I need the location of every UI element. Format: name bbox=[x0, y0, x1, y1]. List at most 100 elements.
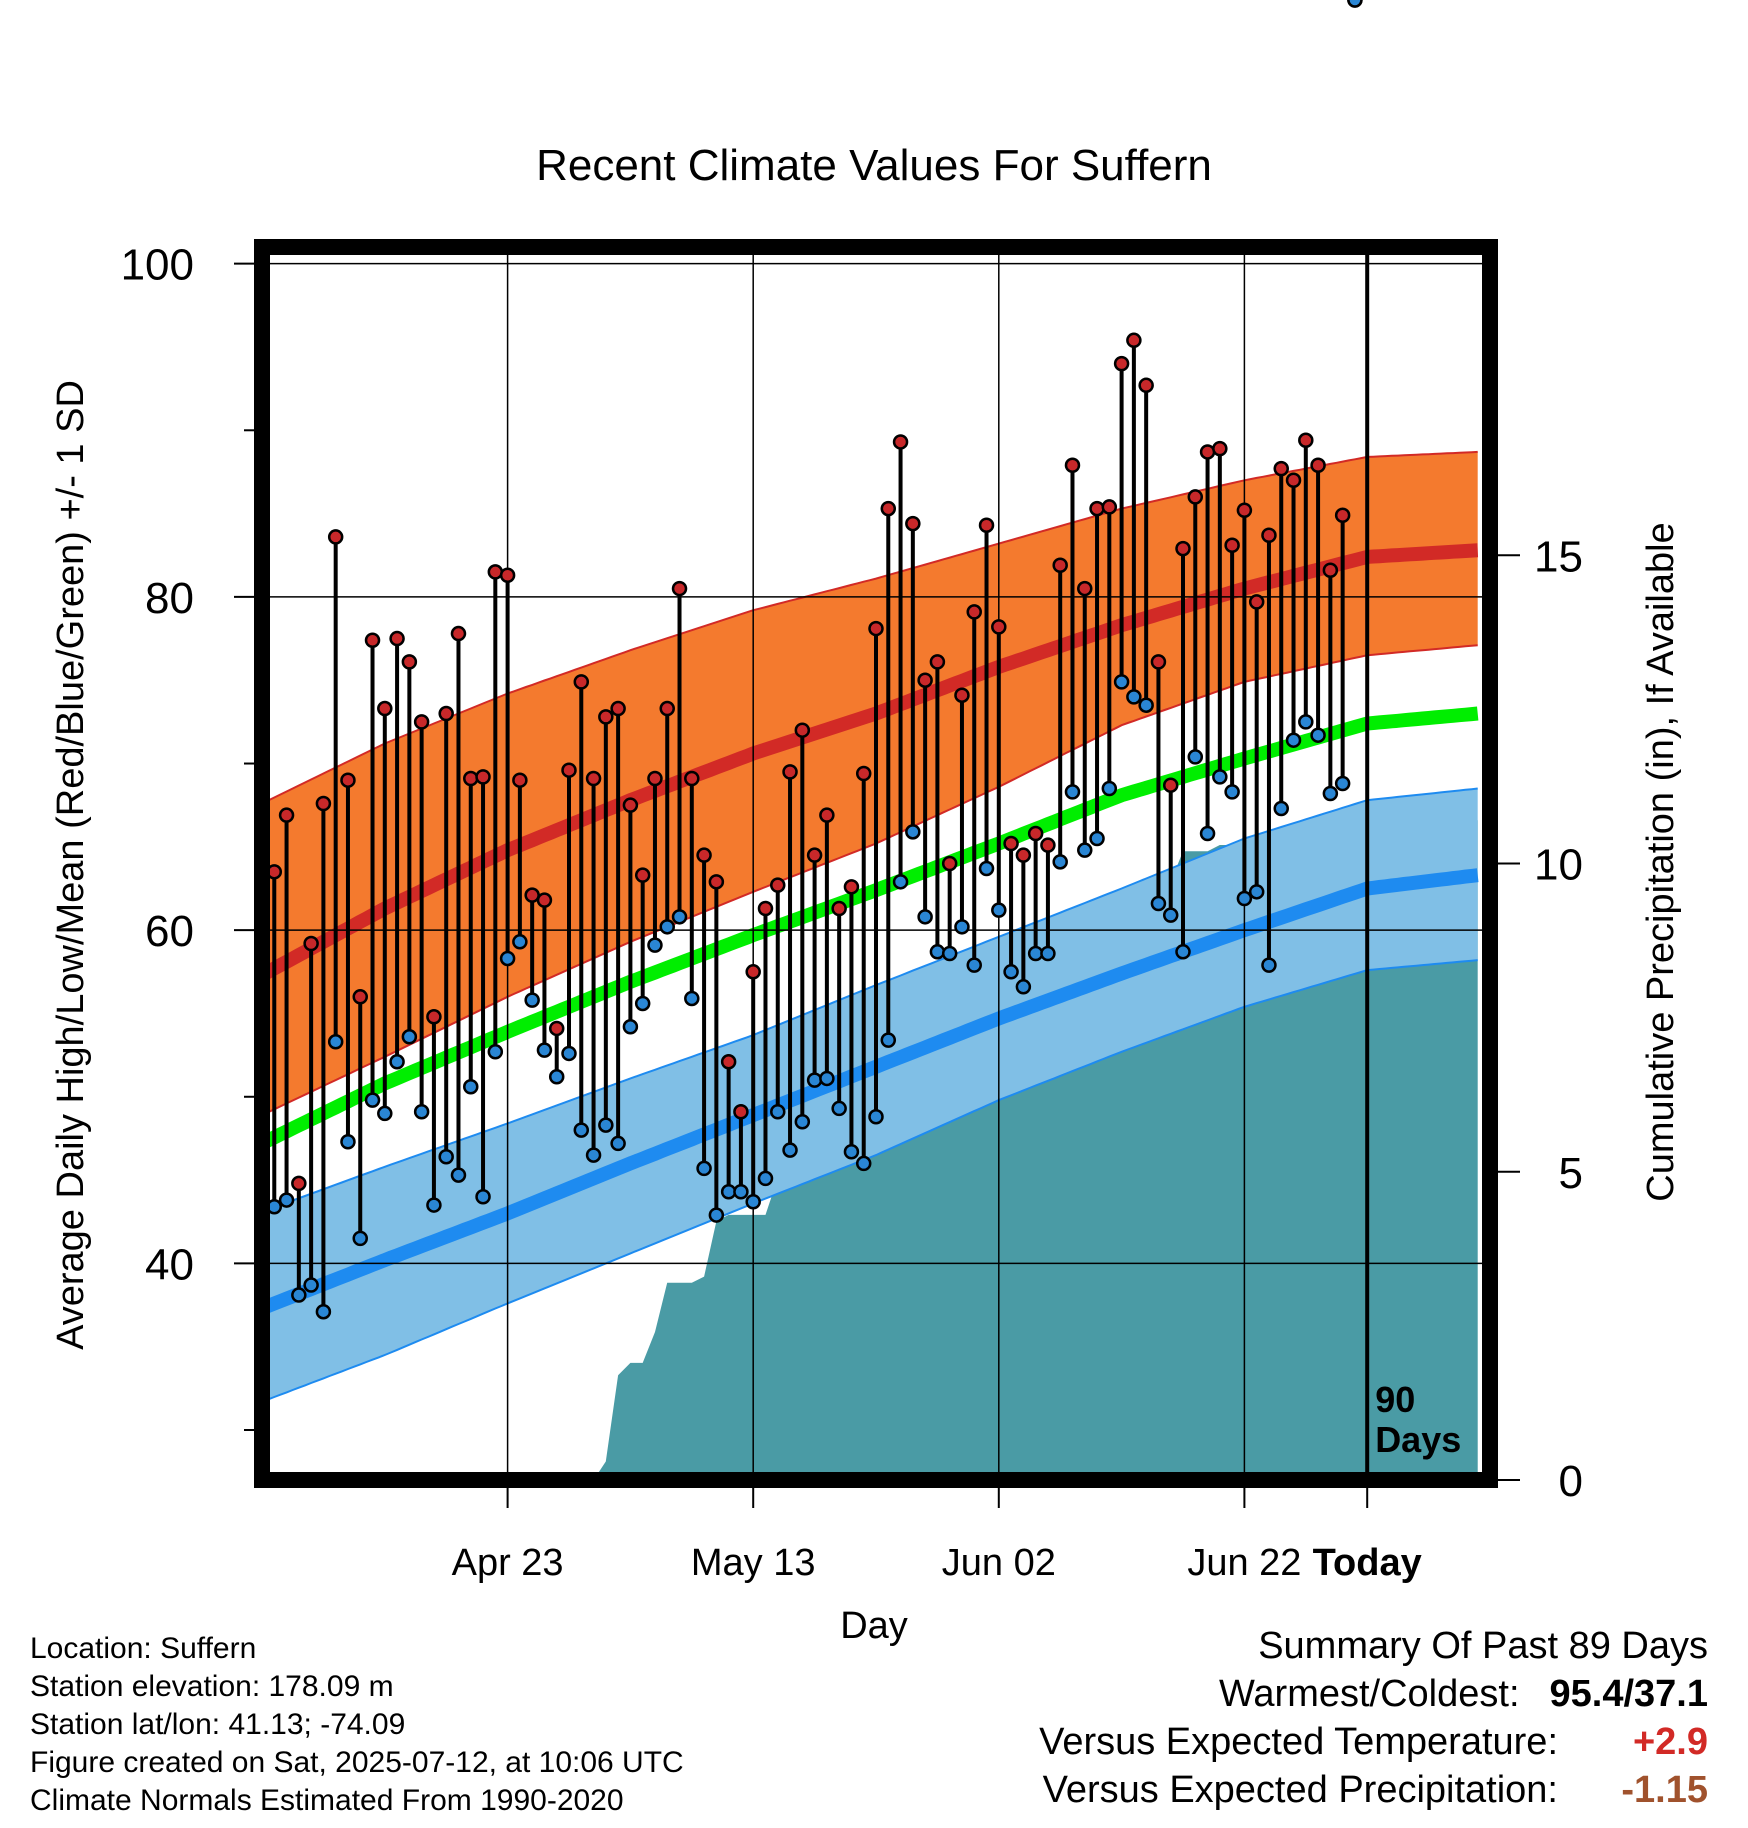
daily-high-point bbox=[733, 1104, 749, 1120]
summary-precip-value: -1.15 bbox=[1621, 1769, 1708, 1811]
daily-high-point bbox=[1310, 457, 1326, 474]
y2-tick-label: 5 bbox=[1559, 1149, 1583, 1198]
y-tick-label: 80 bbox=[145, 574, 194, 623]
info-created: Figure created on Sat, 2025-07-12, at 10… bbox=[30, 1746, 684, 1779]
x-axis-label: Day bbox=[840, 1605, 908, 1647]
daily-low-point bbox=[1150, 895, 1167, 912]
daily-low-point bbox=[389, 1054, 405, 1070]
daily-high-point bbox=[1187, 489, 1204, 505]
info-latlon: Station lat/lon: 41.13; -74.09 bbox=[30, 1708, 406, 1741]
daily-low-point bbox=[401, 1029, 418, 1045]
daily-low-point bbox=[991, 902, 1007, 918]
daily-high-point bbox=[499, 567, 516, 583]
daily-low-point bbox=[598, 1117, 614, 1133]
daily-high-point bbox=[1175, 540, 1191, 557]
daily-low-point bbox=[1077, 842, 1093, 858]
daily-high-point bbox=[671, 580, 688, 597]
y2-tick-label: 10 bbox=[1534, 841, 1583, 890]
daily-high-point bbox=[966, 604, 982, 620]
daily-high-point bbox=[819, 807, 835, 823]
daily-high-point bbox=[831, 900, 847, 917]
daily-low-point bbox=[647, 937, 663, 953]
summary-warmest-label: Warmest/Coldest: bbox=[1218, 1673, 1520, 1715]
daily-high-point bbox=[684, 770, 700, 787]
normal-low-line bbox=[259, 868, 1479, 1315]
daily-high-point bbox=[463, 770, 479, 787]
daily-low-point bbox=[671, 909, 688, 925]
daily-low-point bbox=[1089, 830, 1105, 847]
daily-low-point bbox=[1199, 825, 1216, 842]
daily-low-point bbox=[413, 1104, 430, 1120]
info-location: Location: Suffern bbox=[30, 1632, 257, 1665]
today-days-label: 90 bbox=[1375, 1379, 1415, 1420]
daily-high-point bbox=[1162, 777, 1179, 793]
daily-low-point bbox=[1310, 727, 1326, 743]
daily-high-point bbox=[536, 892, 553, 908]
daily-low-point bbox=[1113, 674, 1130, 690]
daily-high-point bbox=[941, 855, 958, 872]
x-tick-label: Today bbox=[1313, 1542, 1422, 1584]
daily-low-point bbox=[438, 1149, 454, 1165]
daily-low-point bbox=[1224, 784, 1240, 800]
daily-low-point bbox=[831, 1100, 847, 1117]
plot-frame bbox=[254, 239, 1498, 1488]
daily-low-point bbox=[524, 992, 540, 1008]
daily-low-point bbox=[303, 1277, 319, 1293]
normal-high-sd-upper-line bbox=[261, 450, 1478, 805]
info-normals: Climate Normals Estimated From 1990-2020 bbox=[30, 1784, 624, 1817]
y2-axis-label: Cumulative Precipitation (in), If Availa… bbox=[1640, 522, 1682, 1201]
daily-low-point bbox=[782, 1142, 798, 1158]
daily-low-point bbox=[757, 1170, 774, 1187]
daily-low-point bbox=[1212, 769, 1228, 785]
daily-low-point bbox=[929, 944, 946, 960]
daily-low-point bbox=[291, 1287, 307, 1303]
daily-low-point bbox=[1334, 775, 1351, 792]
daily-high-point bbox=[475, 769, 491, 785]
daily-high-point bbox=[708, 874, 725, 890]
daily-high-point bbox=[389, 630, 405, 647]
daily-low-point bbox=[770, 1104, 786, 1120]
daily-low-point bbox=[1162, 907, 1179, 923]
daily-low-point bbox=[1003, 964, 1019, 980]
daily-high-point bbox=[954, 687, 970, 703]
x-tick-label: Jun 02 bbox=[942, 1542, 1056, 1584]
daily-high-point bbox=[327, 529, 344, 545]
daily-high-point bbox=[868, 620, 884, 637]
daily-high-point bbox=[696, 847, 712, 863]
normal-high-line bbox=[258, 543, 1479, 982]
daily-high-point bbox=[573, 674, 590, 690]
daily-high-point bbox=[1101, 499, 1118, 515]
daily-low-point bbox=[794, 1114, 811, 1130]
daily-high-point bbox=[585, 770, 602, 787]
summary-precip-label: Versus Expected Precipitation: bbox=[1042, 1769, 1558, 1811]
daily-low-point bbox=[1261, 957, 1277, 973]
daily-low-point bbox=[855, 1155, 872, 1172]
daily-low-point bbox=[1126, 689, 1142, 705]
daily-low-point bbox=[585, 1147, 602, 1163]
daily-low-point bbox=[561, 1045, 577, 1062]
daily-low-point bbox=[806, 1072, 823, 1088]
daily-low-point bbox=[315, 1303, 332, 1320]
daily-high-point bbox=[1126, 332, 1142, 349]
daily-low-point bbox=[1248, 884, 1265, 900]
daily-low-point bbox=[1101, 780, 1118, 797]
daily-high-point bbox=[548, 1020, 565, 1037]
daily-high-point bbox=[770, 877, 786, 893]
normal-high-sd-lower-line bbox=[261, 644, 1478, 1117]
daily-high-point bbox=[438, 705, 454, 722]
daily-low-point bbox=[548, 1069, 565, 1085]
daily-high-point bbox=[757, 900, 774, 917]
daily-high-point bbox=[1212, 440, 1228, 457]
daily-high-point bbox=[303, 935, 319, 952]
daily-high-point bbox=[806, 847, 823, 863]
daily-low-point bbox=[966, 957, 982, 973]
daily-low-point bbox=[1052, 854, 1068, 870]
daily-low-point bbox=[475, 1188, 491, 1205]
daily-low-point bbox=[659, 919, 675, 935]
daily-low-point bbox=[1015, 979, 1032, 995]
summary-temp-value: +2.9 bbox=[1632, 1721, 1708, 1763]
daily-low-point bbox=[463, 1079, 479, 1095]
daily-high-point bbox=[745, 964, 761, 980]
daily-high-point bbox=[917, 672, 933, 688]
daily-low-point bbox=[1322, 785, 1339, 802]
